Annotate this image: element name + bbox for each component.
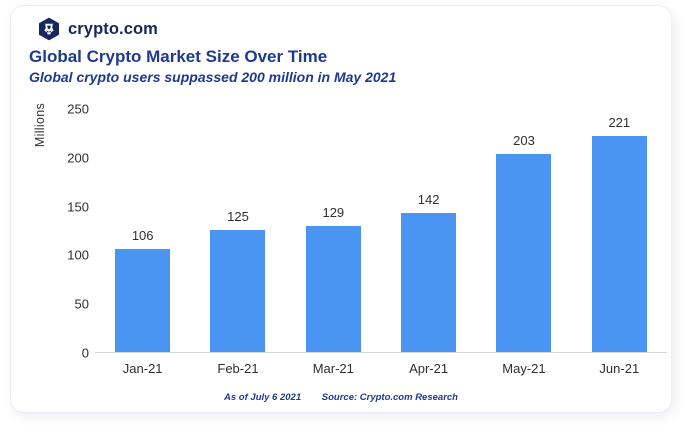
bar-value-label: 142 [417,192,440,207]
chart-subtitle: Global crypto users suppassed 200 millio… [29,69,397,85]
bar-column: 129 Mar-21 [286,109,381,376]
bar-column: 106 Jan-21 [95,109,190,376]
x-tick-label: May-21 [502,361,546,376]
bar-value-label: 221 [608,115,631,130]
bar-column: 221 Jun-21 [572,109,667,376]
bar-column: 142 Apr-21 [381,109,476,376]
bar [401,213,457,352]
crypto-com-shield-icon [39,17,59,41]
bar [115,249,171,352]
x-tick-label: Apr-21 [409,361,449,376]
bar-column: 203 May-21 [476,109,571,376]
bar [591,136,647,352]
bar-value-label: 129 [322,205,345,220]
bar [210,230,266,352]
x-tick-label: Jun-21 [599,361,640,376]
x-tick-label: Feb-21 [217,361,259,376]
as-of-date: As of July 6 2021 [224,392,302,403]
y-axis-title: Millions [33,103,47,148]
x-tick-label: Mar-21 [312,361,354,376]
bar [305,226,361,352]
chart-footnote: As of July 6 2021 Source: Crypto.com Res… [11,392,671,403]
y-tick-label: 200 [67,150,89,166]
x-tick-label: Jan-21 [122,361,163,376]
chart-card: crypto.com Global Crypto Market Size Ove… [10,5,672,413]
y-axis-ticks: 0 50 100 150 200 250 [53,102,89,361]
y-tick-label: 0 [81,345,89,361]
source-credit: Source: Crypto.com Research [321,392,458,403]
y-tick-label: 150 [67,199,89,215]
brand-logo-text: crypto.com [68,19,158,38]
bar-value-label: 125 [227,209,249,224]
y-tick-label: 100 [67,247,89,263]
chart-title: Global Crypto Market Size Over Time [29,47,328,66]
brand-logo: crypto.com [37,17,158,41]
plot-area: 106 Jan-21 125 Feb-21 129 Mar-21 142 Apr-21 203 M… [95,109,667,376]
y-tick-label: 50 [74,296,89,312]
bar-value-label: 203 [513,133,535,148]
bar [496,154,552,352]
bar-column: 125 Feb-21 [190,109,285,376]
bar-value-label: 106 [131,228,154,243]
y-tick-label: 250 [67,101,89,117]
